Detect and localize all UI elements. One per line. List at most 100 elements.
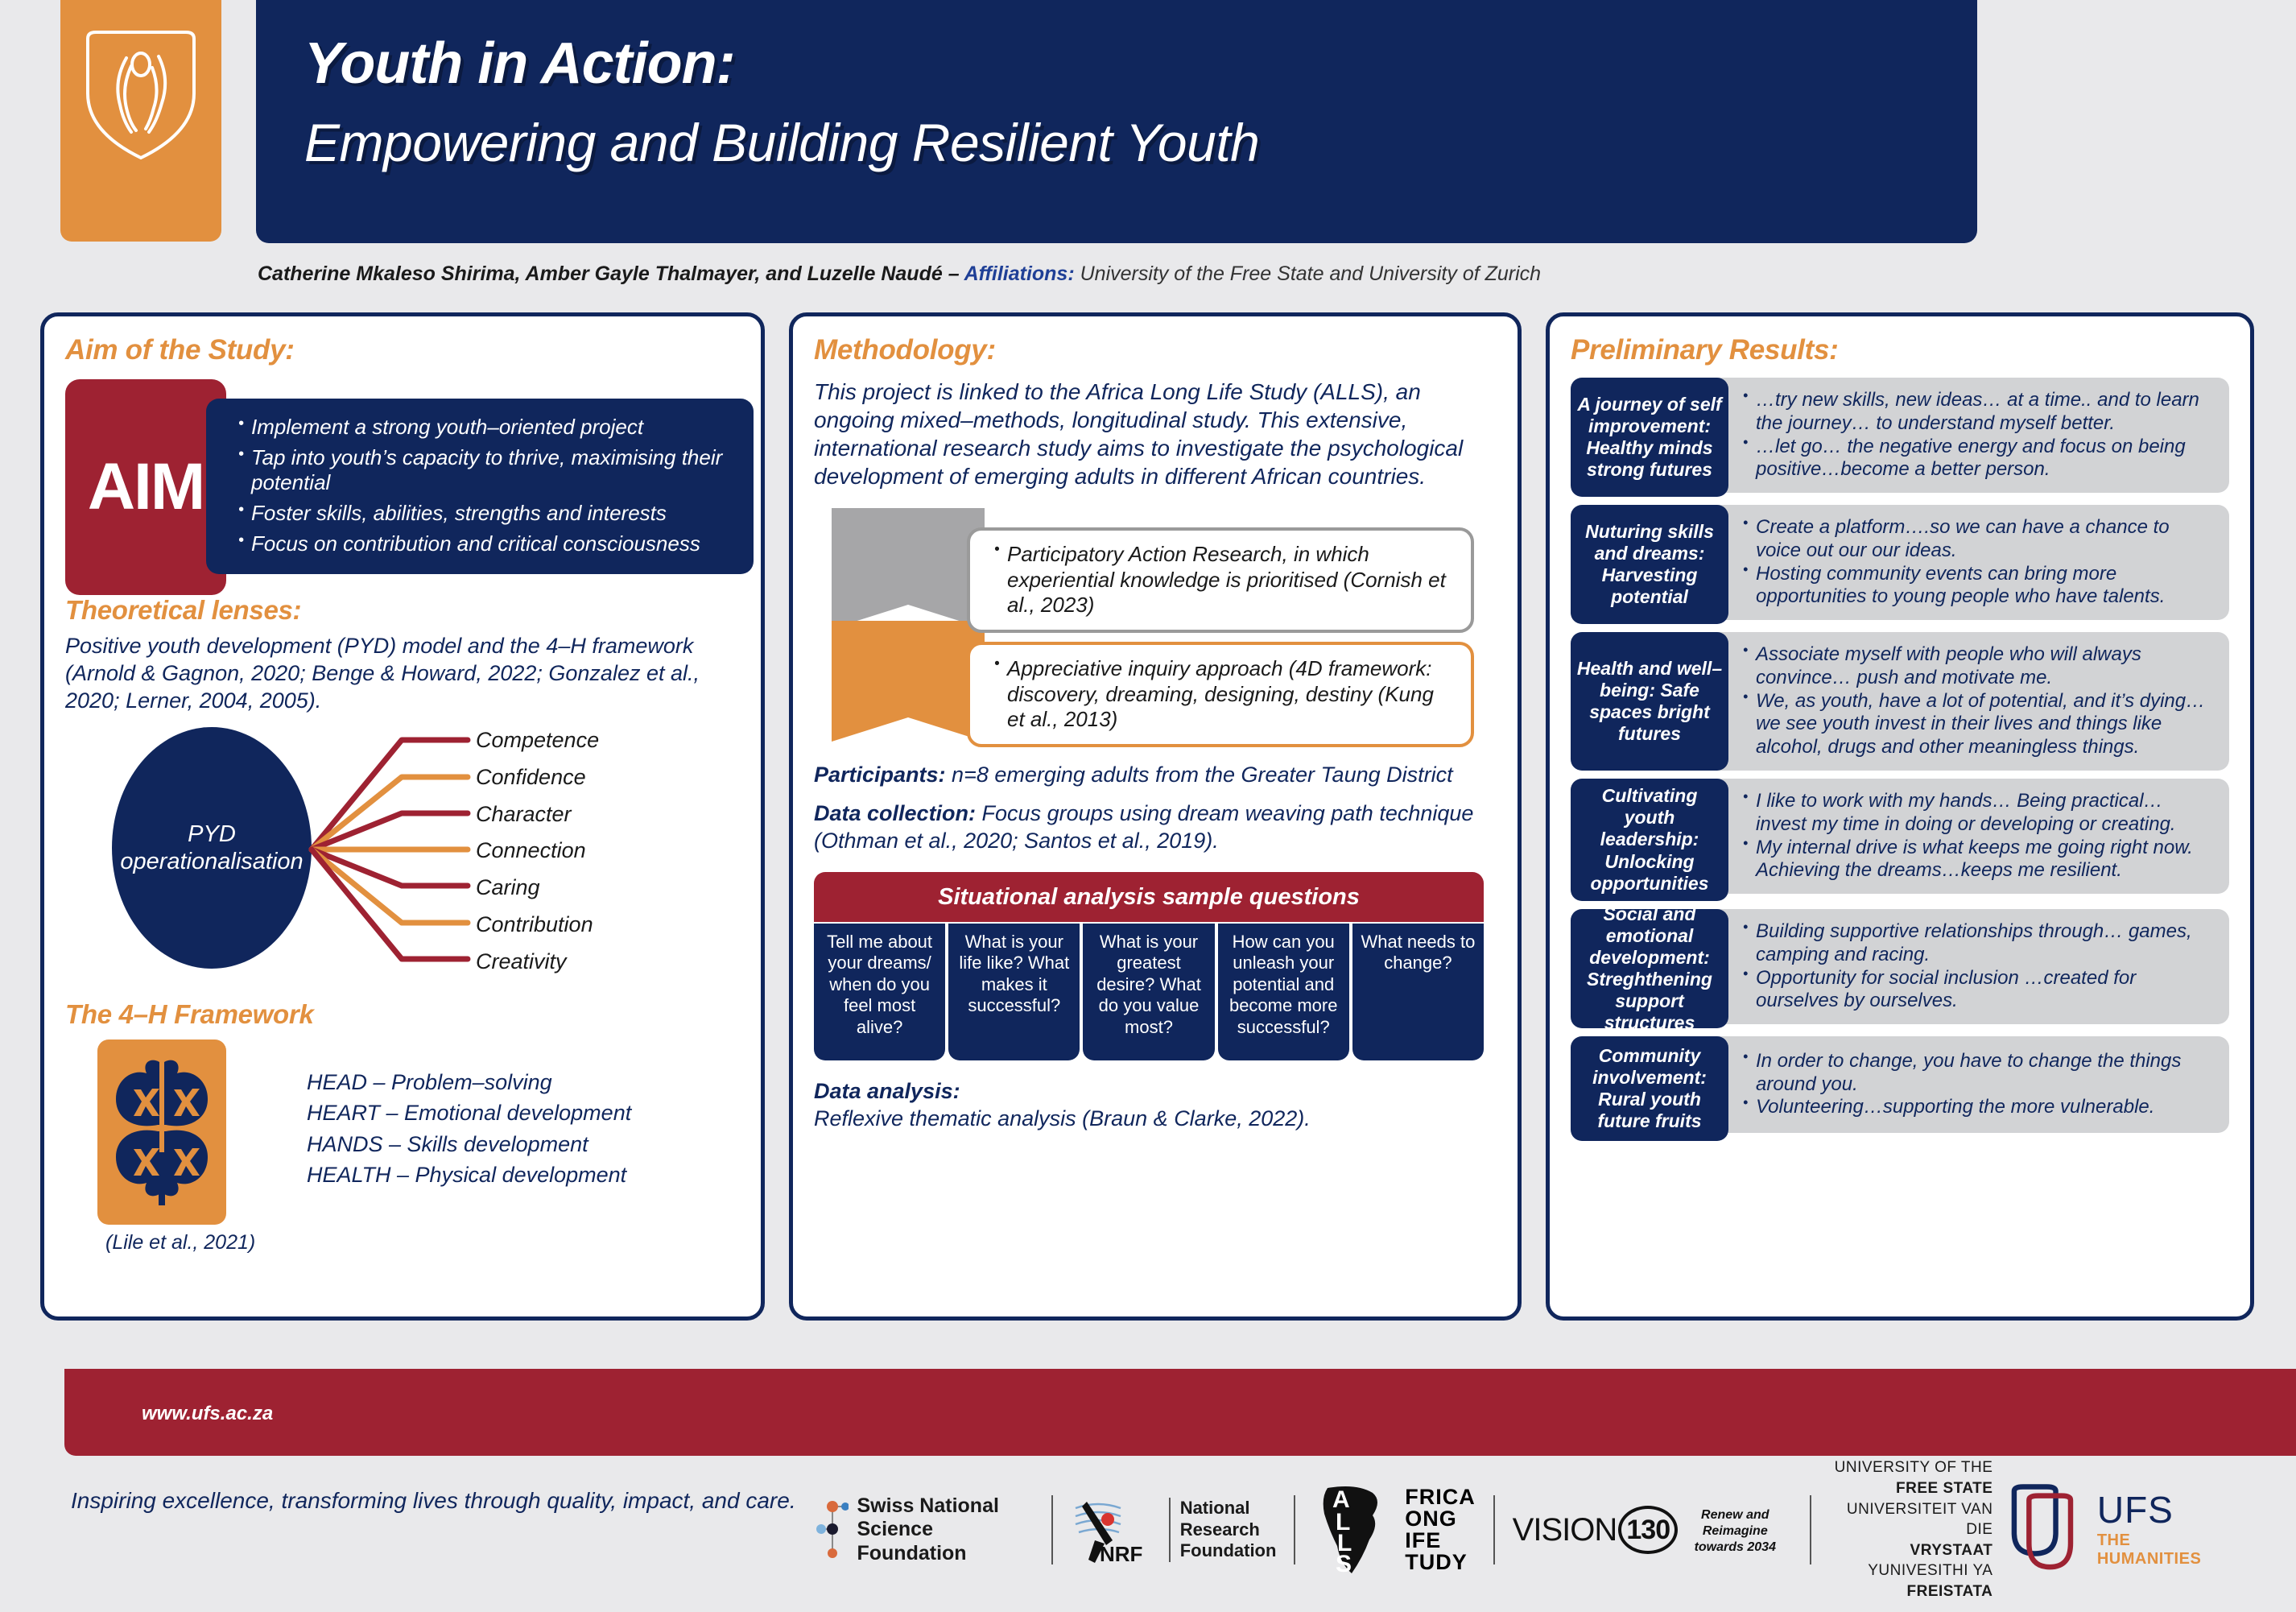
alls-africa-map-icon: A L L S xyxy=(1323,1486,1378,1577)
vision-word: VISION xyxy=(1512,1511,1618,1548)
alls-line3: IFE xyxy=(1405,1528,1442,1552)
list-item: Participatory Action Research, in which … xyxy=(994,540,1456,618)
table-cell: What is your life like? What makes it su… xyxy=(948,924,1080,1061)
result-row: Community involvement: Rural youth futur… xyxy=(1571,1036,2229,1141)
result-theme-badge: Nuturing skills and dreams: Harvesting p… xyxy=(1571,505,1728,624)
logo-national-research-foundation: NRF National Research Foundation xyxy=(1053,1494,1295,1566)
website-band: www.ufs.ac.za xyxy=(64,1369,2296,1456)
method-card-appreciative: Appreciative inquiry approach (4D framew… xyxy=(967,642,1474,748)
participants-line: Participants: n=8 emerging adults from t… xyxy=(814,761,1497,788)
result-theme-label: Nuturing skills and dreams: Harvesting p… xyxy=(1585,520,1714,608)
ufs-abbr-text: UFS xyxy=(2096,1489,2174,1531)
pyd-center-line1: PYD xyxy=(188,820,236,847)
list-item: We, as youth, have a lot of potential, a… xyxy=(1743,688,2216,759)
snf-dots-icon xyxy=(816,1501,849,1558)
table-cell-text: What is your life like? What makes it su… xyxy=(959,932,1070,1016)
result-quote-list: …try new skills, new ideas… at a time.. … xyxy=(1708,378,2229,494)
list-item: Opportunity for social inclusion …create… xyxy=(1743,965,2216,1014)
ufs-shield-logo-block xyxy=(60,0,221,242)
ufs-abbr-block: UFS THE HUMANITIES xyxy=(2097,1491,2228,1569)
aim-badge: AIM xyxy=(65,379,226,595)
fourh-citation: (Lile et al., 2021) xyxy=(105,1231,256,1254)
list-item: Hosting community events can bring more … xyxy=(1743,561,2216,610)
result-theme-label: Cultivating youth leadership: Unlocking … xyxy=(1590,785,1709,894)
list-item: Character xyxy=(476,801,572,826)
situational-analysis-table: Situational analysis sample questions Te… xyxy=(814,872,1485,1061)
list-item: Appreciative inquiry approach (4D framew… xyxy=(994,655,1456,733)
list-item: Focus on contribution and critical consc… xyxy=(238,531,739,557)
result-theme-label: A journey of self improvement: Healthy m… xyxy=(1577,393,1722,481)
result-theme-badge: Health and well–being: Safe spaces brigh… xyxy=(1571,632,1728,771)
table-cell-text: Tell me about your dreams/ when do you f… xyxy=(827,932,933,1037)
result-quote-list: Associate myself with people who will al… xyxy=(1708,632,2229,771)
pyd-connector-lines xyxy=(308,737,471,962)
fourh-block: HEAD – Problem–solving HEART – Emotional… xyxy=(65,1040,740,1254)
affiliations-label: Affiliations: xyxy=(964,262,1075,285)
snf-line2: Science Foundation xyxy=(857,1518,967,1564)
list-item: HANDS – Skills development xyxy=(307,1131,588,1156)
result-row: A journey of self improvement: Healthy m… xyxy=(1571,378,2229,497)
svg-text:L: L xyxy=(1336,1509,1350,1536)
table-cell-text: What needs to change? xyxy=(1361,932,1476,973)
ufs-name-line2: FREE STATE xyxy=(1896,1479,1993,1497)
data-collection-value: Focus groups using dream weaving path te… xyxy=(814,801,1474,854)
fourh-heading: The 4–H Framework xyxy=(65,999,314,1030)
data-analysis-label: Data analysis: xyxy=(814,1079,960,1104)
ufs-name-line6: FREISTATA xyxy=(1906,1583,1993,1601)
sponsor-logo-strip: Swiss National Science Foundation NRF Na… xyxy=(797,1459,2246,1600)
list-item: Connection xyxy=(476,838,586,863)
aim-badge-label: AIM xyxy=(87,450,205,523)
nrf-line3: Foundation xyxy=(1179,1540,1277,1561)
list-item: My internal drive is what keeps me going… xyxy=(1743,835,2216,883)
table-cell: How can you unleash your potential and b… xyxy=(1217,924,1349,1061)
aim-heading: Aim of the Study: xyxy=(65,334,295,366)
fourh-item-list: HEAD – Problem–solving HEART – Emotional… xyxy=(307,1067,631,1190)
snf-line1: Swiss National xyxy=(857,1494,999,1517)
vision-main-row: VISION 130 xyxy=(1513,1506,1679,1554)
list-item: Confidence xyxy=(476,764,586,789)
chevron-arrows-icon xyxy=(832,508,985,742)
logo-divider xyxy=(1810,1495,1812,1564)
list-item: Contribution xyxy=(476,912,593,937)
data-collection-line: Data collection: Focus groups using drea… xyxy=(814,800,1497,854)
vision-sub-line2: towards 2034 xyxy=(1694,1540,1776,1554)
list-item: Tap into youth’s capacity to thrive, max… xyxy=(238,444,739,496)
participants-value: n=8 emerging adults from the Greater Tau… xyxy=(945,763,1453,787)
list-item: Associate myself with people who will al… xyxy=(1743,642,2216,690)
result-theme-badge: Cultivating youth leadership: Unlocking … xyxy=(1571,779,1728,901)
alls-line2: ONG xyxy=(1405,1507,1457,1531)
nrf-line1: National xyxy=(1179,1498,1250,1519)
list-item: Foster skills, abilities, strengths and … xyxy=(238,500,739,527)
svg-text:S: S xyxy=(1336,1551,1352,1577)
table-cell: What is your greatest desire? What do yo… xyxy=(1083,924,1215,1061)
vision-number-badge: 130 xyxy=(1618,1506,1679,1554)
aim-column: Aim of the Study: AIM Implement a strong… xyxy=(40,312,765,1321)
participants-label: Participants: xyxy=(814,763,946,787)
result-theme-label: Community involvement: Rural youth futur… xyxy=(1592,1044,1707,1132)
poster-title-line1: Youth in Action: xyxy=(304,31,736,96)
snf-wordmark: Swiss National Science Foundation xyxy=(857,1494,1033,1566)
theoretical-lenses-heading: Theoretical lenses: xyxy=(65,595,302,625)
poster-title-line2: Empowering and Building Resilient Youth xyxy=(304,112,1260,172)
nrf-wordmark: National Research Foundation xyxy=(1168,1498,1277,1562)
list-item: …try new skills, new ideas… at a time.. … xyxy=(1743,387,2216,436)
institution-tagline: Inspiring excellence, transforming lives… xyxy=(71,1488,796,1513)
ufs-multilingual-name: UNIVERSITY OF THE FREE STATE UNIVERSITEI… xyxy=(1829,1457,1992,1602)
author-names: Catherine Mkaleso Shirima, Amber Gayle T… xyxy=(258,262,964,285)
ufs-humanities-text: THE HUMANITIES xyxy=(2096,1531,2202,1568)
result-row: Nuturing skills and dreams: Harvesting p… xyxy=(1571,505,2229,624)
methodology-chevron-block: Participatory Action Research, in which … xyxy=(814,508,1497,750)
result-quote-list: Create a platform….so we can have a chan… xyxy=(1708,505,2229,621)
table-title-bar: Situational analysis sample questions xyxy=(814,872,1484,923)
poster-header: Youth in Action: Empowering and Building… xyxy=(0,0,2296,256)
affiliations-value: University of the Free State and Univers… xyxy=(1074,262,1542,285)
nrf-emblem-icon: NRF xyxy=(1075,1502,1142,1566)
table-row: Tell me about your dreams/ when do you f… xyxy=(814,924,1485,1061)
alls-line4: TUDY xyxy=(1405,1550,1468,1574)
data-collection-label: Data collection: xyxy=(814,801,977,826)
ufs-shield-icon xyxy=(81,31,200,160)
ufs-v-monogram-icon xyxy=(2012,1484,2074,1570)
website-url[interactable]: www.ufs.ac.za xyxy=(142,1403,274,1424)
nrf-line2: Research xyxy=(1179,1519,1260,1540)
list-item: Competence xyxy=(476,728,600,753)
